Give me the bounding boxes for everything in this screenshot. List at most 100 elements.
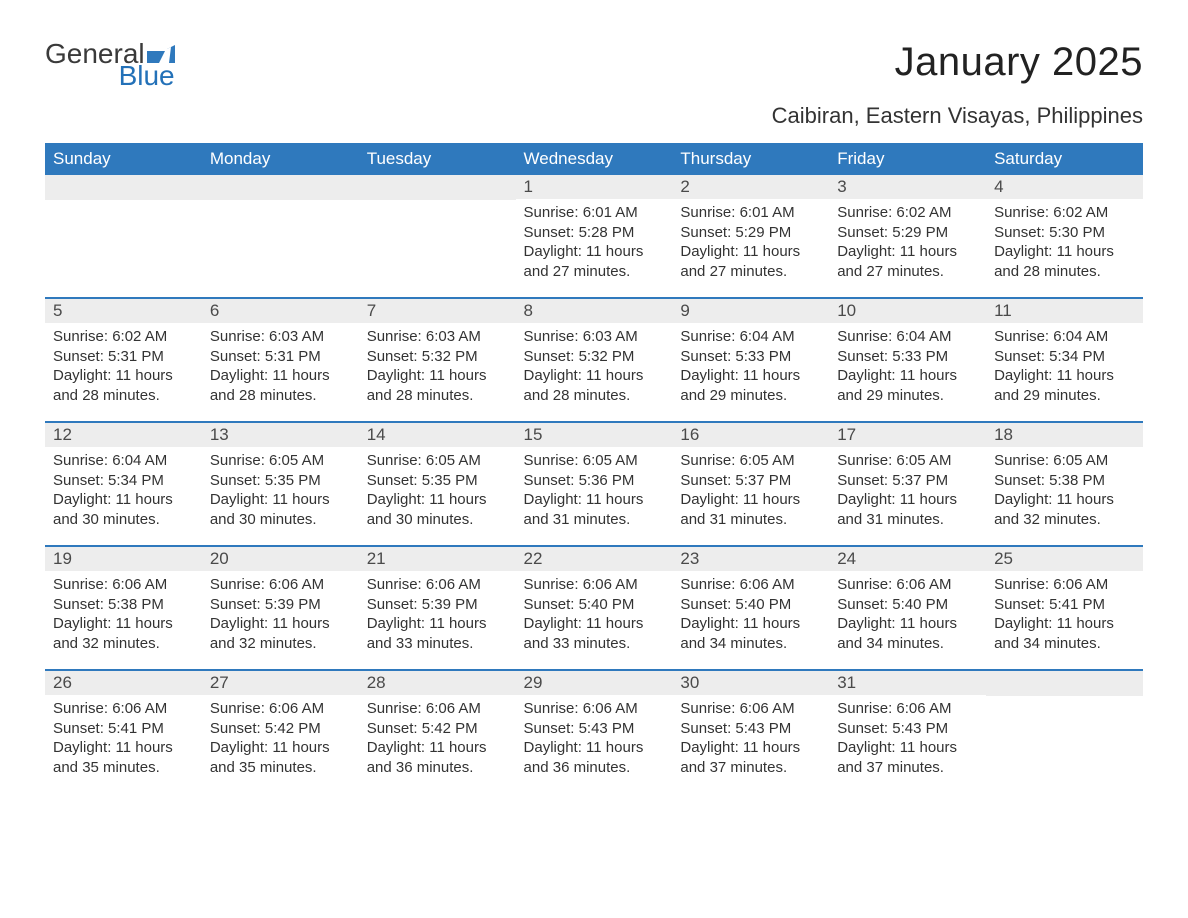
sunrise-line: Sunrise: 6:06 AM	[210, 575, 351, 595]
calendar-cell: 18Sunrise: 6:05 AMSunset: 5:38 PMDayligh…	[986, 423, 1143, 546]
day-number: 15	[516, 423, 673, 447]
daylight-line: Daylight: 11 hours and 28 minutes.	[994, 242, 1135, 281]
sunset-line: Sunset: 5:39 PM	[210, 595, 351, 615]
daylight-line: Daylight: 11 hours and 33 minutes.	[367, 614, 508, 653]
sunrise-line: Sunrise: 6:04 AM	[53, 451, 194, 471]
day-number: 13	[202, 423, 359, 447]
calendar-cell	[986, 671, 1143, 793]
day-details: Sunrise: 6:05 AMSunset: 5:37 PMDaylight:…	[829, 447, 986, 529]
sunset-line: Sunset: 5:34 PM	[53, 471, 194, 491]
calendar-cell: 22Sunrise: 6:06 AMSunset: 5:40 PMDayligh…	[516, 547, 673, 670]
sunset-line: Sunset: 5:32 PM	[367, 347, 508, 367]
day-number: 14	[359, 423, 516, 447]
daylight-line: Daylight: 11 hours and 28 minutes.	[210, 366, 351, 405]
daylight-line: Daylight: 11 hours and 30 minutes.	[367, 490, 508, 529]
calendar-cell: 16Sunrise: 6:05 AMSunset: 5:37 PMDayligh…	[672, 423, 829, 546]
daylight-line: Daylight: 11 hours and 30 minutes.	[53, 490, 194, 529]
sunset-line: Sunset: 5:34 PM	[994, 347, 1135, 367]
day-details: Sunrise: 6:06 AMSunset: 5:42 PMDaylight:…	[202, 695, 359, 777]
day-number: 5	[45, 299, 202, 323]
sunrise-line: Sunrise: 6:04 AM	[994, 327, 1135, 347]
calendar-cell	[202, 175, 359, 298]
sunset-line: Sunset: 5:41 PM	[994, 595, 1135, 615]
empty-day-strip	[45, 175, 202, 200]
sunset-line: Sunset: 5:37 PM	[680, 471, 821, 491]
calendar-cell: 19Sunrise: 6:06 AMSunset: 5:38 PMDayligh…	[45, 547, 202, 670]
weekday-header: Saturday	[986, 143, 1143, 175]
weekday-header: Sunday	[45, 143, 202, 175]
sunset-line: Sunset: 5:43 PM	[680, 719, 821, 739]
day-number: 16	[672, 423, 829, 447]
day-details: Sunrise: 6:05 AMSunset: 5:35 PMDaylight:…	[202, 447, 359, 529]
sunrise-line: Sunrise: 6:01 AM	[680, 203, 821, 223]
daylight-line: Daylight: 11 hours and 34 minutes.	[994, 614, 1135, 653]
day-number: 27	[202, 671, 359, 695]
month-title: January 2025	[772, 40, 1143, 85]
day-details: Sunrise: 6:04 AMSunset: 5:33 PMDaylight:…	[829, 323, 986, 405]
daylight-line: Daylight: 11 hours and 32 minutes.	[210, 614, 351, 653]
sunset-line: Sunset: 5:35 PM	[210, 471, 351, 491]
day-number: 24	[829, 547, 986, 571]
day-details: Sunrise: 6:05 AMSunset: 5:38 PMDaylight:…	[986, 447, 1143, 529]
calendar-cell: 10Sunrise: 6:04 AMSunset: 5:33 PMDayligh…	[829, 299, 986, 422]
calendar-cell: 14Sunrise: 6:05 AMSunset: 5:35 PMDayligh…	[359, 423, 516, 546]
sunset-line: Sunset: 5:35 PM	[367, 471, 508, 491]
sunrise-line: Sunrise: 6:03 AM	[367, 327, 508, 347]
calendar-cell	[359, 175, 516, 298]
daylight-line: Daylight: 11 hours and 35 minutes.	[53, 738, 194, 777]
daylight-line: Daylight: 11 hours and 28 minutes.	[53, 366, 194, 405]
day-number: 17	[829, 423, 986, 447]
sunrise-line: Sunrise: 6:06 AM	[680, 699, 821, 719]
sunrise-line: Sunrise: 6:06 AM	[53, 575, 194, 595]
weekday-header-row: Sunday Monday Tuesday Wednesday Thursday…	[45, 143, 1143, 175]
sunset-line: Sunset: 5:30 PM	[994, 223, 1135, 243]
day-details: Sunrise: 6:04 AMSunset: 5:34 PMDaylight:…	[45, 447, 202, 529]
day-details: Sunrise: 6:06 AMSunset: 5:43 PMDaylight:…	[516, 695, 673, 777]
sunset-line: Sunset: 5:36 PM	[524, 471, 665, 491]
day-number: 3	[829, 175, 986, 199]
calendar-table: Sunday Monday Tuesday Wednesday Thursday…	[45, 143, 1143, 793]
sunset-line: Sunset: 5:42 PM	[210, 719, 351, 739]
day-details: Sunrise: 6:04 AMSunset: 5:34 PMDaylight:…	[986, 323, 1143, 405]
day-number: 2	[672, 175, 829, 199]
daylight-line: Daylight: 11 hours and 27 minutes.	[524, 242, 665, 281]
weekday-header: Thursday	[672, 143, 829, 175]
sunset-line: Sunset: 5:40 PM	[680, 595, 821, 615]
day-number: 21	[359, 547, 516, 571]
calendar-cell: 1Sunrise: 6:01 AMSunset: 5:28 PMDaylight…	[516, 175, 673, 298]
day-details: Sunrise: 6:03 AMSunset: 5:32 PMDaylight:…	[516, 323, 673, 405]
day-number: 8	[516, 299, 673, 323]
daylight-line: Daylight: 11 hours and 29 minutes.	[994, 366, 1135, 405]
day-number: 4	[986, 175, 1143, 199]
day-number: 10	[829, 299, 986, 323]
calendar-cell: 13Sunrise: 6:05 AMSunset: 5:35 PMDayligh…	[202, 423, 359, 546]
calendar-week: 26Sunrise: 6:06 AMSunset: 5:41 PMDayligh…	[45, 671, 1143, 793]
day-details: Sunrise: 6:06 AMSunset: 5:38 PMDaylight:…	[45, 571, 202, 653]
sunrise-line: Sunrise: 6:06 AM	[680, 575, 821, 595]
sunset-line: Sunset: 5:31 PM	[53, 347, 194, 367]
calendar-cell: 2Sunrise: 6:01 AMSunset: 5:29 PMDaylight…	[672, 175, 829, 298]
daylight-line: Daylight: 11 hours and 36 minutes.	[367, 738, 508, 777]
brand-word-blue: Blue	[119, 62, 175, 90]
calendar-cell: 11Sunrise: 6:04 AMSunset: 5:34 PMDayligh…	[986, 299, 1143, 422]
calendar-week: 12Sunrise: 6:04 AMSunset: 5:34 PMDayligh…	[45, 423, 1143, 546]
sunrise-line: Sunrise: 6:03 AM	[524, 327, 665, 347]
sunset-line: Sunset: 5:40 PM	[837, 595, 978, 615]
sunset-line: Sunset: 5:37 PM	[837, 471, 978, 491]
calendar-cell: 17Sunrise: 6:05 AMSunset: 5:37 PMDayligh…	[829, 423, 986, 546]
day-details: Sunrise: 6:06 AMSunset: 5:43 PMDaylight:…	[672, 695, 829, 777]
empty-day-strip	[986, 671, 1143, 696]
sunset-line: Sunset: 5:29 PM	[837, 223, 978, 243]
day-details: Sunrise: 6:02 AMSunset: 5:30 PMDaylight:…	[986, 199, 1143, 281]
daylight-line: Daylight: 11 hours and 31 minutes.	[524, 490, 665, 529]
sunset-line: Sunset: 5:28 PM	[524, 223, 665, 243]
page: General Blue January 2025 Caibiran, East…	[0, 0, 1188, 823]
sunrise-line: Sunrise: 6:02 AM	[994, 203, 1135, 223]
daylight-line: Daylight: 11 hours and 36 minutes.	[524, 738, 665, 777]
daylight-line: Daylight: 11 hours and 34 minutes.	[680, 614, 821, 653]
sunrise-line: Sunrise: 6:06 AM	[994, 575, 1135, 595]
calendar-cell: 31Sunrise: 6:06 AMSunset: 5:43 PMDayligh…	[829, 671, 986, 793]
daylight-line: Daylight: 11 hours and 37 minutes.	[680, 738, 821, 777]
daylight-line: Daylight: 11 hours and 31 minutes.	[680, 490, 821, 529]
day-number: 11	[986, 299, 1143, 323]
